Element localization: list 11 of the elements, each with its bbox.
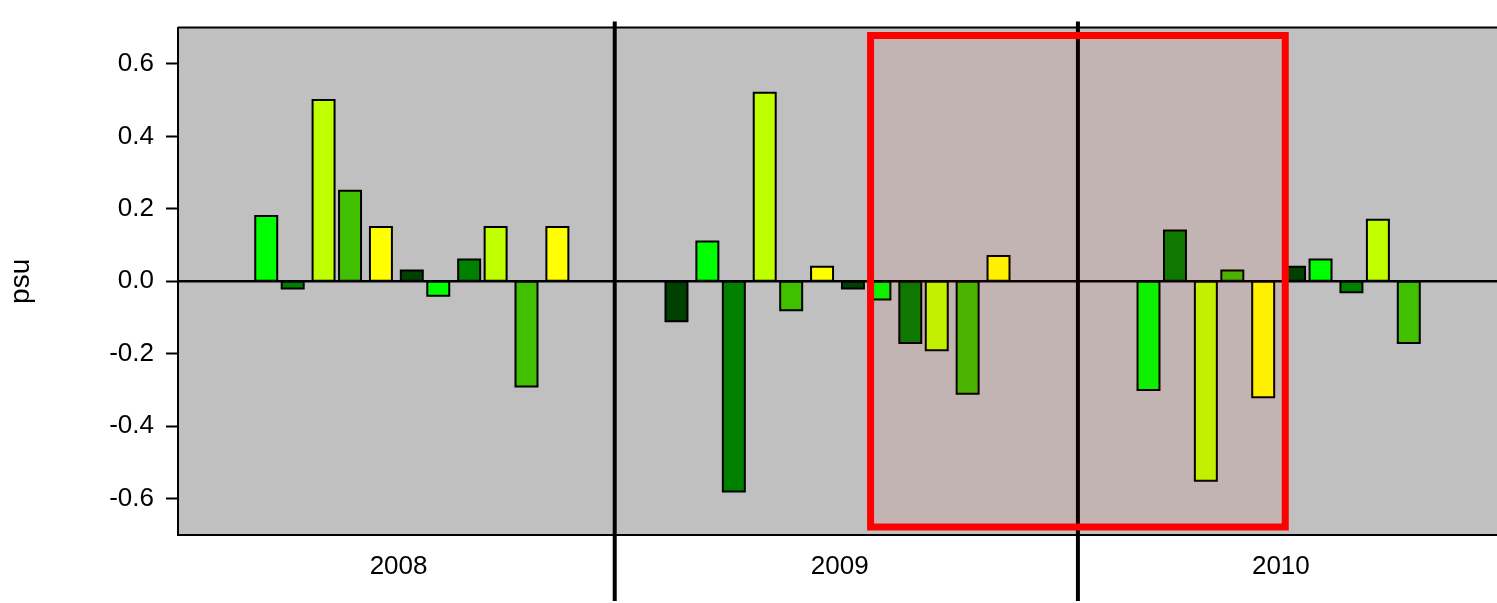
- x-tick-label: 2010: [1251, 549, 1310, 580]
- y-tick-label: 0.0: [117, 264, 154, 295]
- y-tick-label: 0.2: [117, 191, 154, 222]
- x-tick-label: 2008: [369, 549, 428, 580]
- y-tick-label: -0.6: [109, 481, 154, 512]
- x-tick-label: 2009: [810, 549, 869, 580]
- y-tick-label: -0.4: [109, 409, 154, 440]
- y-axis-title: psu: [3, 258, 35, 304]
- y-tick-label: 0.6: [117, 47, 154, 78]
- y-tick-label: 0.4: [117, 119, 154, 150]
- y-tick-label: -0.2: [109, 336, 154, 367]
